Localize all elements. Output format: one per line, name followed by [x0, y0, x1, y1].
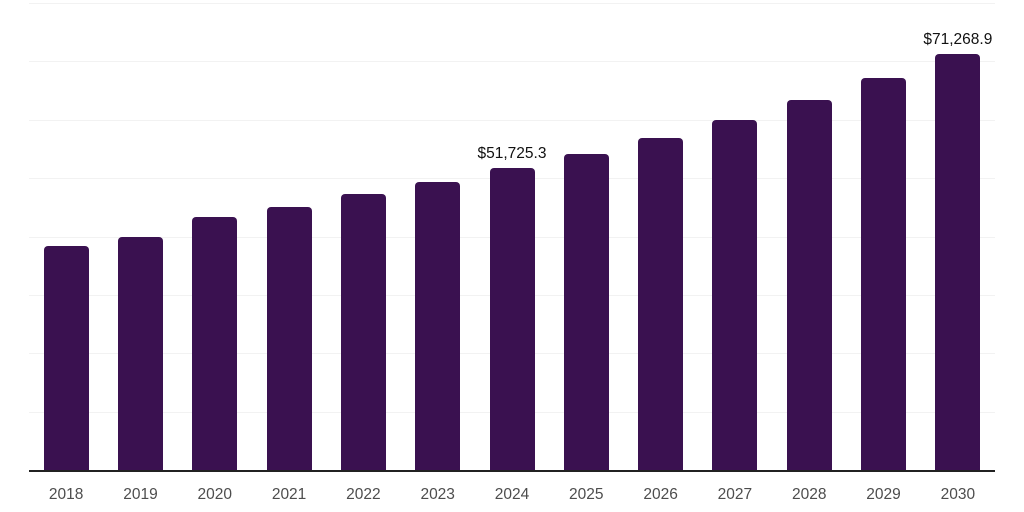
gridline-70000 [29, 61, 995, 63]
x-tick-label-2023: 2023 [420, 486, 455, 503]
data-label-2024: $51,725.3 [477, 145, 547, 163]
x-tick-label-2019: 2019 [123, 486, 158, 503]
bar-2026[interactable] [638, 137, 684, 470]
x-tick-label-2026: 2026 [643, 486, 678, 503]
bar-2025[interactable] [563, 154, 609, 470]
x-tick-label-2025: 2025 [569, 486, 604, 503]
gridline-80000 [29, 3, 995, 4]
bar-2018[interactable] [43, 246, 89, 470]
x-tick-label-2022: 2022 [346, 486, 381, 503]
x-tick-label-2028: 2028 [791, 486, 827, 503]
gridline-60000 [29, 119, 995, 121]
bar-2021[interactable] [266, 206, 312, 470]
x-tick-label-2018: 2018 [48, 486, 84, 503]
bar-2024[interactable] [489, 168, 535, 470]
plot-area: $51,725.3 $71,268.9 [29, 0, 995, 472]
bar-2030[interactable] [935, 53, 981, 470]
x-tick-label-2021: 2021 [271, 486, 307, 503]
data-label-2030: $71,268.9 [923, 30, 993, 48]
x-axis-line [29, 470, 995, 472]
bar-2019[interactable] [117, 237, 163, 470]
bar-2027[interactable] [712, 119, 758, 470]
x-tick-label-2027: 2027 [717, 486, 753, 503]
bar-2029[interactable] [861, 77, 907, 470]
x-tick-label-2020: 2020 [197, 486, 233, 503]
x-tick-label-2024: 2024 [494, 486, 530, 503]
bar-2022[interactable] [340, 194, 386, 470]
bar-2020[interactable] [192, 217, 238, 470]
x-tick-label-2030: 2030 [940, 486, 976, 503]
bar-2023[interactable] [415, 181, 461, 470]
x-tick-label-2029: 2029 [866, 486, 901, 503]
bar-2028[interactable] [786, 99, 832, 470]
